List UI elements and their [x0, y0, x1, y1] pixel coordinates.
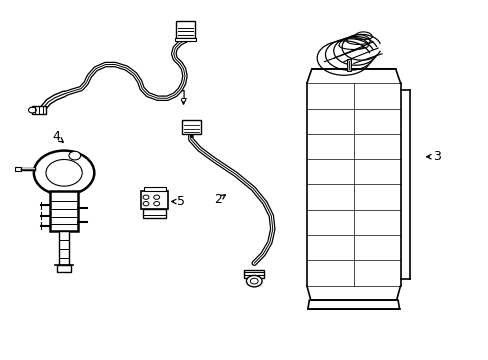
- Circle shape: [246, 275, 262, 287]
- Circle shape: [143, 202, 149, 206]
- FancyBboxPatch shape: [182, 121, 200, 134]
- FancyBboxPatch shape: [32, 107, 46, 114]
- Text: 5: 5: [177, 195, 185, 208]
- FancyBboxPatch shape: [50, 192, 78, 231]
- FancyBboxPatch shape: [176, 21, 194, 39]
- FancyBboxPatch shape: [141, 192, 167, 209]
- Text: 1: 1: [179, 89, 187, 102]
- FancyBboxPatch shape: [143, 187, 165, 192]
- FancyBboxPatch shape: [175, 38, 195, 41]
- Text: 3: 3: [432, 150, 440, 163]
- Text: 2: 2: [213, 193, 221, 206]
- FancyBboxPatch shape: [244, 270, 264, 278]
- Circle shape: [28, 107, 36, 113]
- Circle shape: [154, 195, 159, 199]
- Circle shape: [143, 195, 149, 199]
- FancyBboxPatch shape: [15, 167, 21, 171]
- FancyBboxPatch shape: [59, 231, 69, 265]
- Circle shape: [69, 151, 81, 160]
- Circle shape: [154, 202, 159, 206]
- FancyBboxPatch shape: [143, 209, 165, 218]
- FancyBboxPatch shape: [57, 265, 71, 272]
- Text: 4: 4: [53, 130, 61, 144]
- Circle shape: [34, 150, 94, 195]
